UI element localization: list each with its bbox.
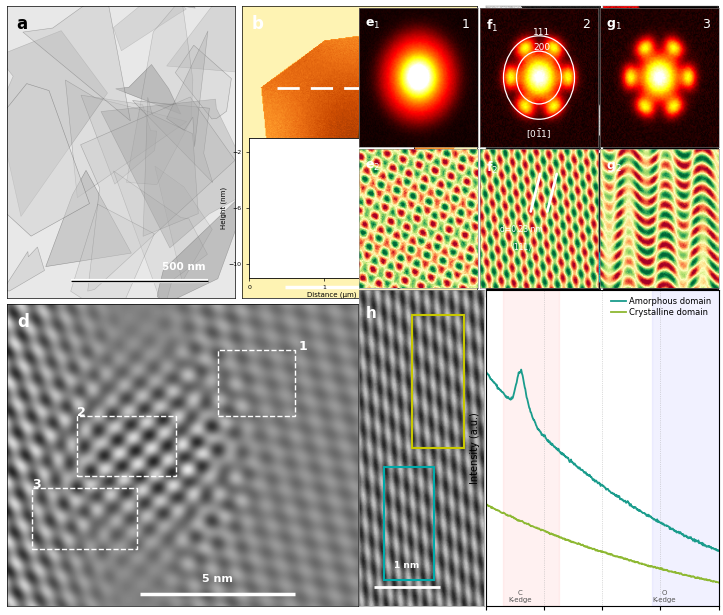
Amorphous domain — [708, 544, 716, 552]
Text: 1 nm: 1 nm — [394, 561, 419, 570]
Crystalline domain — [482, 501, 490, 508]
Bar — [502, 290, 559, 606]
Polygon shape — [143, 97, 198, 236]
Polygon shape — [81, 95, 157, 184]
Polygon shape — [23, 0, 130, 121]
Amorphous domain — [517, 366, 526, 373]
Text: b: b — [252, 15, 263, 33]
Polygon shape — [166, 31, 208, 147]
Text: O: O — [693, 278, 704, 292]
Bar — [411, 315, 463, 448]
Amorphous domain — [708, 544, 716, 552]
Amorphous domain — [589, 476, 597, 483]
Text: 1.0 μm: 1.0 μm — [356, 268, 400, 278]
Text: 3: 3 — [32, 478, 40, 491]
Amorphous domain — [714, 547, 723, 554]
Text: 5 nm: 5 nm — [202, 574, 233, 584]
Legend: Amorphous domain, Crystalline domain: Amorphous domain, Crystalline domain — [607, 294, 714, 320]
Text: 500 nm: 500 nm — [162, 262, 205, 272]
Crystalline domain — [708, 577, 716, 585]
Crystalline domain — [482, 501, 490, 508]
Line: Crystalline domain: Crystalline domain — [486, 504, 719, 582]
Text: d: d — [18, 314, 30, 331]
Amorphous domain — [713, 547, 722, 555]
Text: g$_2$: g$_2$ — [607, 160, 622, 174]
Polygon shape — [3, 247, 45, 291]
Y-axis label: Intensity (a.u.): Intensity (a.u.) — [470, 412, 480, 483]
Text: [0$\bar{1}$1]: [0$\bar{1}$1] — [526, 128, 552, 141]
Polygon shape — [127, 0, 193, 184]
Bar — [651, 290, 719, 606]
Amorphous domain — [665, 523, 674, 531]
Text: C: C — [578, 278, 586, 292]
Crystalline domain — [595, 547, 604, 555]
Bar — [32, 488, 137, 549]
Bar — [384, 467, 434, 581]
Text: d=0.23 nm: d=0.23 nm — [500, 225, 543, 234]
Polygon shape — [132, 100, 213, 183]
Polygon shape — [65, 80, 187, 197]
Crystalline domain — [714, 579, 723, 586]
Crystalline domain — [665, 568, 674, 575]
Text: h: h — [366, 306, 377, 320]
Text: 1: 1 — [299, 339, 307, 352]
Polygon shape — [166, 0, 257, 74]
Polygon shape — [175, 46, 231, 119]
Polygon shape — [114, 0, 195, 8]
Polygon shape — [80, 97, 235, 291]
Text: 100 nm: 100 nm — [515, 122, 547, 131]
Polygon shape — [46, 170, 132, 267]
Polygon shape — [157, 186, 252, 304]
Text: O
K-edge: O K-edge — [653, 590, 676, 603]
Line: Amorphous domain: Amorphous domain — [486, 370, 719, 551]
Polygon shape — [0, 31, 108, 216]
Text: g$_1$: g$_1$ — [607, 18, 622, 32]
Polygon shape — [155, 166, 213, 282]
Text: 200: 200 — [534, 43, 550, 52]
Polygon shape — [101, 99, 256, 248]
Text: e$_2$: e$_2$ — [365, 160, 380, 173]
Text: c: c — [490, 12, 500, 27]
Text: C
K-edge: C K-edge — [508, 590, 532, 603]
Polygon shape — [114, 0, 187, 51]
Polygon shape — [114, 171, 208, 311]
Text: (111): (111) — [511, 244, 531, 253]
Text: f$_1$: f$_1$ — [486, 18, 498, 34]
Text: 1: 1 — [461, 18, 469, 31]
Amorphous domain — [595, 479, 604, 486]
Text: f$_2$: f$_2$ — [486, 160, 498, 176]
Polygon shape — [0, 84, 90, 236]
Text: 2: 2 — [77, 406, 86, 419]
Amorphous domain — [482, 369, 490, 376]
Text: Ir: Ir — [693, 132, 704, 145]
Bar — [77, 416, 176, 476]
Text: 2: 2 — [582, 18, 590, 31]
Crystalline domain — [589, 546, 597, 553]
Polygon shape — [71, 204, 154, 320]
Amorphous domain — [493, 385, 502, 392]
Crystalline domain — [708, 577, 716, 585]
Text: 111: 111 — [534, 28, 551, 37]
Polygon shape — [116, 65, 181, 114]
Crystalline domain — [494, 507, 502, 514]
Text: a: a — [17, 15, 27, 33]
Text: e$_1$: e$_1$ — [365, 18, 380, 31]
Text: 3: 3 — [703, 18, 711, 31]
Bar — [218, 350, 295, 416]
